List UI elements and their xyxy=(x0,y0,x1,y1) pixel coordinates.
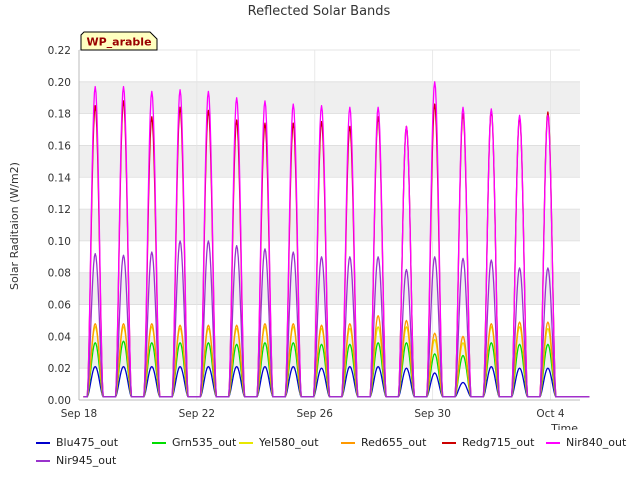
y-tick-label: 0.06 xyxy=(48,300,72,312)
y-tick-label: 0.00 xyxy=(48,395,71,407)
x-tick-label: Sep 22 xyxy=(179,408,216,420)
legend-item-grn535_out: Grn535_out xyxy=(152,436,236,449)
legend-swatch xyxy=(36,459,50,462)
badge-label: WP_arable xyxy=(86,36,151,49)
legend-label: Grn535_out xyxy=(172,436,237,449)
x-tick-label: Sep 18 xyxy=(61,408,98,420)
x-tick-label: Sep 26 xyxy=(297,408,334,420)
series-layer xyxy=(83,81,590,398)
legend-label: Blu475_out xyxy=(56,436,119,449)
legend-item-blu475_out: Blu475_out xyxy=(36,436,118,449)
legend-item-red655_out: Red655_out xyxy=(341,436,426,449)
legend-label: Nir945_out xyxy=(56,454,117,467)
y-tick-label: 0.08 xyxy=(48,268,71,280)
x-axis-label: Time xyxy=(550,422,578,430)
x-tick-label: Oct 4 xyxy=(536,408,564,420)
y-axis-label: Solar Raditaion (W/m2) xyxy=(8,162,21,290)
badge-shape xyxy=(80,31,158,51)
legend-item-nir945_out: Nir945_out xyxy=(36,454,116,467)
series-line-blu475_out xyxy=(83,365,590,398)
axes: 0.00 0.02 0.04 0.06 0.08 0.10 0.12 0.14 0.16 0.18… xyxy=(48,45,580,420)
series-line-red655_out xyxy=(83,315,590,398)
y-tick-label: 0.16 xyxy=(48,140,72,152)
chart-title: Reflected Solar Bands xyxy=(248,4,391,19)
x-tick-label: Sep 30 xyxy=(414,408,451,420)
legend-item-yel580_out: Yel580_out xyxy=(239,436,319,449)
legend-swatch xyxy=(239,441,253,444)
legend-swatch xyxy=(36,441,50,444)
legend-item-nir840_out: Nir840_out xyxy=(546,436,626,449)
grid-band xyxy=(79,81,580,114)
y-tick-label: 0.12 xyxy=(48,204,71,216)
station-badge: WP_arable xyxy=(80,31,158,51)
chart-svg: Reflected Solar Bands 0.000.020.040.060.… xyxy=(8,4,590,435)
legend-swatch xyxy=(546,441,560,444)
legend-swatch xyxy=(152,441,166,444)
y-tick-label: 0.20 xyxy=(48,77,71,89)
y-tick-label: 0.02 xyxy=(48,363,71,375)
legend-label: Red655_out xyxy=(361,436,427,449)
y-tick-label: 0.04 xyxy=(48,331,72,343)
plot-background xyxy=(79,50,580,400)
legend-item-redg715_out: Redg715_out xyxy=(442,436,534,449)
y-tick-label: 0.18 xyxy=(48,109,71,121)
series-line-nir840_out xyxy=(83,81,590,398)
y-tick-label: 0.14 xyxy=(48,172,72,184)
legend-swatch xyxy=(442,441,456,444)
legend-swatch xyxy=(341,441,355,444)
grid-band xyxy=(79,145,580,178)
legend-label: Redg715_out xyxy=(462,436,535,449)
legend-label: Nir840_out xyxy=(566,436,627,449)
grid-band xyxy=(79,209,580,241)
y-tick-label: 0.22 xyxy=(48,45,71,57)
legend-label: Yel580_out xyxy=(259,436,319,449)
y-tick-label: 0.10 xyxy=(48,236,71,248)
series-line-nir945_out xyxy=(83,240,590,398)
